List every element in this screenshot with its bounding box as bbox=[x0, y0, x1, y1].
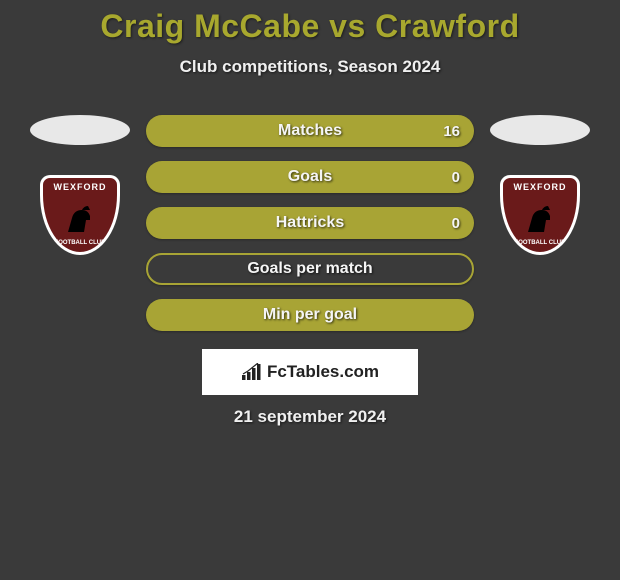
comparison-row: WEXFORD FOOTBALL CLUB Matches 16 Goals bbox=[0, 115, 620, 331]
stat-label: Hattricks bbox=[276, 214, 344, 232]
horse-icon bbox=[60, 198, 100, 238]
stat-row-goals: Goals 0 bbox=[146, 161, 474, 193]
stat-label: Goals per match bbox=[247, 260, 372, 278]
player-right-avatar bbox=[490, 115, 590, 145]
badge-club-name: WEXFORD bbox=[503, 182, 577, 192]
stat-label: Min per goal bbox=[263, 306, 357, 324]
bar-chart-icon bbox=[241, 363, 263, 381]
stat-row-goals-per-match: Goals per match bbox=[146, 253, 474, 285]
stats-column: Matches 16 Goals 0 Hattricks 0 Goals per… bbox=[140, 115, 480, 331]
stat-right-value: 0 bbox=[452, 169, 460, 186]
date-line: 21 september 2024 bbox=[0, 407, 620, 427]
player-right-column: WEXFORD FOOTBALL CLUB bbox=[480, 115, 600, 255]
stat-right-value: 0 bbox=[452, 215, 460, 232]
stat-right-value: 16 bbox=[443, 123, 460, 140]
badge-club-name: WEXFORD bbox=[43, 182, 117, 192]
player-right-club-badge: WEXFORD FOOTBALL CLUB bbox=[500, 175, 580, 255]
page-title: Craig McCabe vs Crawford bbox=[0, 8, 620, 45]
badge-club-sub: FOOTBALL CLUB bbox=[503, 240, 577, 246]
badge-shield: WEXFORD FOOTBALL CLUB bbox=[500, 175, 580, 255]
stat-row-matches: Matches 16 bbox=[146, 115, 474, 147]
player-left-column: WEXFORD FOOTBALL CLUB bbox=[20, 115, 140, 255]
horse-icon bbox=[520, 198, 560, 238]
player-left-club-badge: WEXFORD FOOTBALL CLUB bbox=[40, 175, 120, 255]
brand-box[interactable]: FcTables.com bbox=[202, 349, 418, 395]
player-left-avatar bbox=[30, 115, 130, 145]
brand-text: FcTables.com bbox=[267, 362, 379, 382]
badge-shield: WEXFORD FOOTBALL CLUB bbox=[40, 175, 120, 255]
badge-club-sub: FOOTBALL CLUB bbox=[43, 240, 117, 246]
comparison-card: Craig McCabe vs Crawford Club competitio… bbox=[0, 0, 620, 427]
page-subtitle: Club competitions, Season 2024 bbox=[0, 57, 620, 77]
stat-row-hattricks: Hattricks 0 bbox=[146, 207, 474, 239]
stat-label: Matches bbox=[278, 122, 342, 140]
stat-label: Goals bbox=[288, 168, 332, 186]
stat-row-min-per-goal: Min per goal bbox=[146, 299, 474, 331]
